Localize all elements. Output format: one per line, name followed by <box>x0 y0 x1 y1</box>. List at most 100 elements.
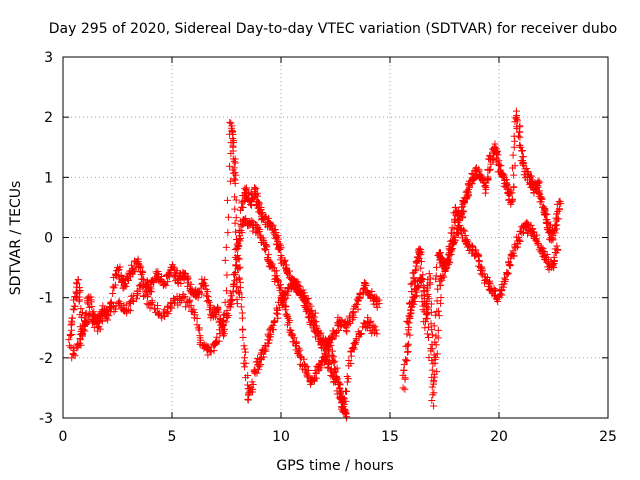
trace-marker <box>539 203 547 211</box>
data-point <box>508 197 516 205</box>
trace-marker <box>330 359 338 367</box>
trace-marker <box>117 272 125 280</box>
trace-marker <box>148 301 156 309</box>
trace-marker <box>434 334 442 342</box>
trace-marker <box>231 219 239 227</box>
trace-marker <box>430 322 438 330</box>
trace-marker <box>205 306 213 314</box>
trace-marker <box>285 271 293 279</box>
trace-marker <box>203 297 211 305</box>
series-diagonal-track <box>231 214 351 422</box>
trace-marker <box>72 289 80 297</box>
trace-marker <box>354 305 362 313</box>
trace-marker <box>422 310 430 318</box>
trace-marker <box>226 162 234 170</box>
trace-marker <box>286 316 294 324</box>
trace-marker <box>66 331 74 339</box>
trace-marker <box>543 258 551 266</box>
trace-marker <box>248 378 256 386</box>
trace-marker <box>475 165 483 173</box>
trace-marker <box>401 375 409 383</box>
trace-marker <box>503 268 511 276</box>
trace-marker <box>167 298 175 306</box>
trace-marker <box>417 277 425 285</box>
trace-marker <box>207 347 215 355</box>
trace-marker <box>128 261 136 269</box>
trace-marker <box>77 341 85 349</box>
trace-marker <box>78 332 86 340</box>
trace-marker <box>153 305 161 313</box>
trace-marker <box>425 334 433 342</box>
trace-marker <box>193 315 201 322</box>
trace-marker <box>427 308 435 316</box>
trace-marker <box>328 336 336 344</box>
data-point <box>273 234 281 241</box>
trace-marker <box>403 357 411 365</box>
data-point <box>430 402 438 410</box>
trace-marker <box>317 336 325 344</box>
trace-marker <box>313 322 321 330</box>
trace-marker <box>426 280 434 288</box>
trace-marker <box>459 226 467 234</box>
trace-marker <box>239 326 247 334</box>
trace-marker <box>510 171 518 179</box>
trace-marker <box>405 319 413 327</box>
trace-marker <box>503 269 511 277</box>
trace-marker <box>510 143 518 151</box>
trace-marker <box>114 266 122 274</box>
trace-marker <box>252 184 260 192</box>
trace-marker <box>223 196 231 204</box>
trace-marker <box>237 226 245 234</box>
data-point <box>517 143 525 151</box>
trace-marker <box>483 274 491 282</box>
trace-marker <box>331 368 339 376</box>
trace-marker <box>371 323 379 331</box>
data-point <box>74 276 82 284</box>
trace-marker <box>434 326 442 334</box>
trace-marker <box>523 168 531 176</box>
trace-marker <box>328 347 336 355</box>
trace-marker <box>205 296 213 304</box>
trace-marker <box>363 286 371 294</box>
trace-marker <box>317 329 325 337</box>
trace-marker <box>109 290 117 298</box>
trace-marker <box>550 253 558 261</box>
trace-marker <box>555 205 563 213</box>
trace-marker <box>403 317 411 325</box>
trace-marker <box>432 341 440 349</box>
trace-marker <box>282 303 290 311</box>
trace-marker <box>242 214 250 222</box>
trace-marker <box>451 236 459 244</box>
data-point <box>229 288 237 296</box>
trace-marker <box>161 279 169 287</box>
trace-marker <box>263 243 271 251</box>
trace-marker <box>325 361 333 369</box>
trace-marker <box>229 169 237 177</box>
series-evening-track-B <box>403 219 562 410</box>
trace-marker <box>486 165 494 173</box>
data-point <box>475 258 483 266</box>
trace-marker <box>150 279 158 287</box>
trace-marker <box>352 336 360 344</box>
trace-marker <box>69 350 77 358</box>
trace-marker <box>319 344 327 352</box>
trace-marker <box>219 329 227 337</box>
trace-marker <box>68 314 76 322</box>
trace-marker <box>322 352 330 360</box>
trace-marker <box>232 214 240 222</box>
trace-marker <box>239 203 247 211</box>
trace-marker <box>262 343 270 351</box>
trace-marker <box>489 154 497 162</box>
y-axis-label: SDTVAR / TECUs <box>8 181 24 296</box>
trace-marker <box>186 296 194 304</box>
trace-marker <box>496 166 504 174</box>
trace-marker <box>357 330 365 338</box>
trace-marker <box>300 292 308 300</box>
trace-marker <box>71 302 79 310</box>
trace-marker <box>307 307 315 315</box>
trace-marker <box>169 263 177 271</box>
x-tick-label: 15 <box>381 429 399 445</box>
trace-marker <box>433 368 441 376</box>
trace-marker <box>523 223 531 231</box>
trace-marker <box>75 297 83 305</box>
